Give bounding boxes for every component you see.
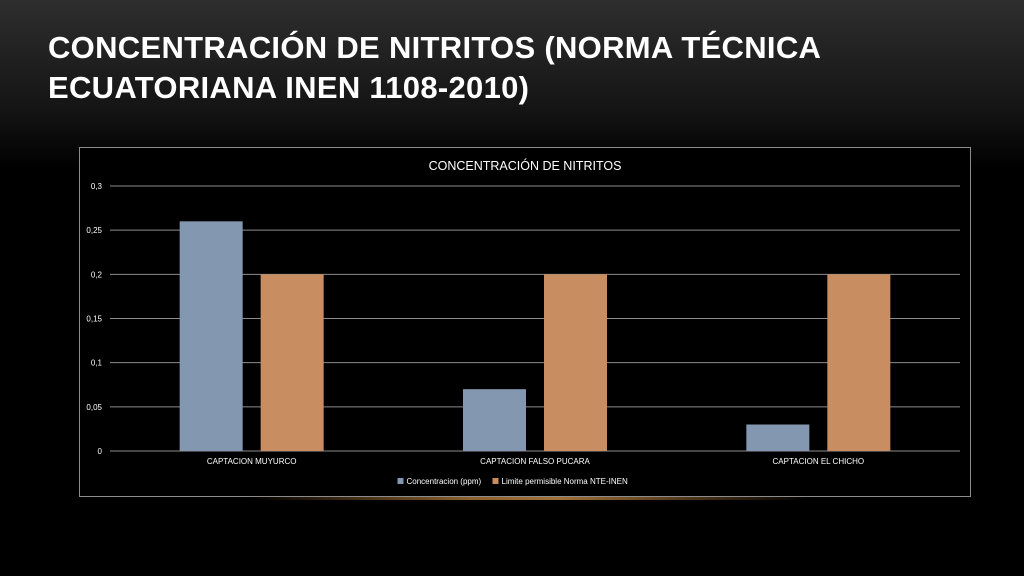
bar — [827, 274, 891, 451]
bar — [746, 424, 810, 451]
legend-label: Concentracion (ppm) — [407, 477, 482, 486]
x-tick-label: CAPTACION MUYURCO — [207, 457, 297, 466]
bar — [544, 274, 607, 451]
legend-item: Limite permisible Norma NTE-INEN — [492, 477, 628, 486]
y-tick-label: 0,25 — [86, 226, 102, 235]
bar — [463, 389, 526, 451]
chart-title: CONCENTRACIÓN DE NITRITOS — [429, 158, 622, 173]
x-axis: CAPTACION MUYURCO CAPTACION FALSO PUCARA C… — [207, 457, 864, 466]
legend-swatch — [492, 478, 499, 484]
y-tick-label: 0,15 — [86, 315, 102, 324]
legend-item: Concentracion (ppm) — [397, 477, 482, 486]
bar — [179, 221, 243, 451]
y-tick-label: 0,3 — [91, 182, 103, 191]
y-tick-label: 0,05 — [86, 403, 102, 412]
x-tick-label: CAPTACION FALSO PUCARA — [480, 457, 590, 466]
y-tick-label: 0,1 — [91, 359, 103, 368]
legend: Concentracion (ppm) Limite permisible Nor… — [397, 477, 628, 486]
y-axis: 0 0,05 0,1 0,15 0,2 0,25 0,3 — [86, 182, 102, 456]
legend-label: Limite permisible Norma NTE-INEN — [502, 477, 628, 486]
bars — [179, 221, 891, 451]
y-tick-label: 0,2 — [91, 270, 103, 279]
y-tick-label: 0 — [98, 447, 103, 456]
chart: CONCENTRACIÓN DE NITRITOS 0 0,05 0,1 0,15 0,… — [86, 158, 960, 486]
accent-divider — [250, 497, 810, 500]
x-tick-label: CAPTACION EL CHICHO — [773, 457, 865, 466]
gridlines — [110, 185, 960, 452]
slide-title: CONCENTRACIÓN DE NITRITOS (NORMA TÉCNICA… — [48, 30, 821, 105]
legend-swatch — [397, 478, 404, 484]
chart-frame: CONCENTRACIÓN DE NITRITOS 0 0,05 0,1 0,15 0,… — [79, 147, 971, 497]
bar — [260, 274, 324, 451]
